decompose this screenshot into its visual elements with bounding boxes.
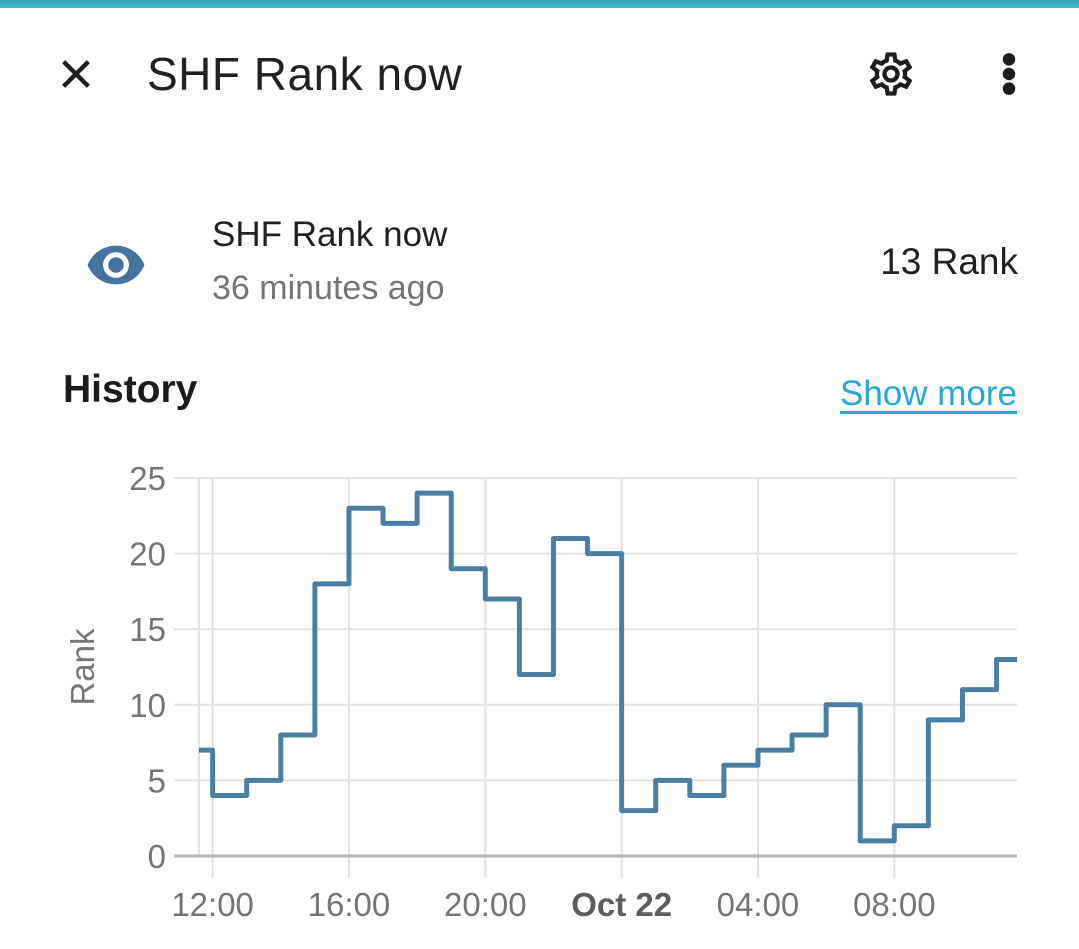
- y-tick-label: 20: [129, 536, 166, 573]
- entity-name: SHF Rank now: [212, 215, 448, 254]
- chart-grid: [198, 477, 1017, 856]
- chart-ticks: [174, 477, 1017, 878]
- x-tick-label: 12:00: [171, 886, 254, 923]
- y-axis-title: Rank: [64, 628, 101, 706]
- entity-last-changed: 36 minutes ago: [212, 269, 445, 307]
- x-tick-label: 20:00: [444, 886, 527, 923]
- y-tick-label: 5: [148, 762, 166, 799]
- x-axis-labels: 12:00 16:00 20:00 Oct 22 04:00 08:00: [171, 886, 935, 923]
- dialog-header: SHF Rank now: [0, 8, 1079, 140]
- history-chart[interactable]: 0 5 10 15 20 25 12:00 16:00 20:00 Oct 22 04:00 08:0…: [0, 440, 1079, 949]
- y-tick-label: 15: [129, 611, 166, 648]
- eye-icon: [85, 234, 147, 296]
- dialog-title: SHF Rank now: [147, 48, 463, 100]
- theme-accent-strip: [0, 0, 1079, 8]
- rank-step-line: [199, 490, 1017, 844]
- settings-button[interactable]: [865, 48, 917, 100]
- y-tick-label: 0: [148, 838, 166, 875]
- cog-outline-icon: [865, 48, 917, 100]
- show-more-link[interactable]: Show more: [839, 374, 1017, 413]
- y-tick-label: 25: [129, 460, 166, 497]
- y-tick-label: 10: [129, 687, 166, 724]
- close-x-icon: [56, 54, 96, 94]
- close-button[interactable]: [50, 48, 102, 100]
- entity-state-value: 13 Rank: [880, 241, 1018, 282]
- y-axis-labels: 0 5 10 15 20 25: [129, 460, 166, 875]
- x-tick-label: 16:00: [308, 886, 391, 923]
- overflow-menu-button[interactable]: [989, 48, 1029, 100]
- x-tick-label: Oct 22: [571, 886, 672, 923]
- dots-vertical-icon: [987, 48, 1031, 100]
- history-title: History: [63, 368, 198, 411]
- x-tick-label: 08:00: [853, 886, 936, 923]
- x-tick-label: 04:00: [717, 886, 800, 923]
